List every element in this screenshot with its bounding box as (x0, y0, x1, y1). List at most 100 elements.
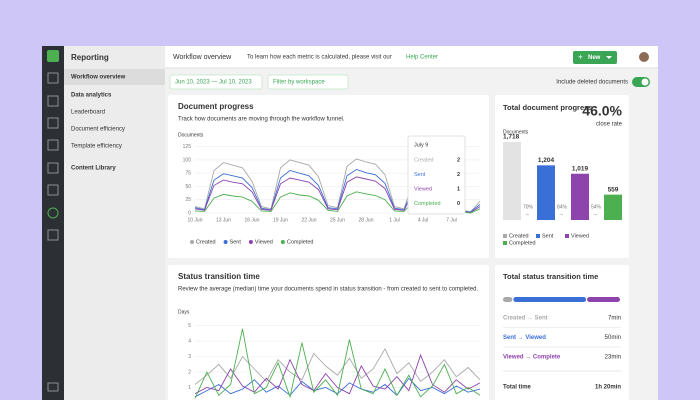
tooltip-value: 0 (457, 201, 460, 207)
date-range: Jun 10, 2023 — Jul 10, 2023 (175, 80, 252, 86)
card (168, 265, 489, 400)
x-tick-label: 10 Jun (187, 217, 202, 223)
legend-swatch (248, 240, 253, 244)
bar (503, 142, 521, 220)
x-tick-label: 7 Jul (446, 217, 457, 223)
logo (47, 50, 59, 62)
sidebar-item[interactable]: Leaderboard (71, 110, 105, 116)
progress-segment (503, 297, 513, 302)
legend-swatch (536, 234, 540, 238)
x-tick-label: 28 Jun (358, 217, 373, 223)
legend-swatch (190, 240, 194, 244)
axis-label: Documents (178, 132, 204, 138)
total-label: Total time (503, 385, 532, 391)
rail-icons (47, 72, 59, 392)
conversion-label: 54% (591, 204, 602, 210)
icon[interactable] (47, 72, 59, 84)
card-subtitle: Review the average (median) time your do… (178, 287, 478, 293)
workspace-chip[interactable] (267, 74, 349, 90)
card-title: Total document progress (503, 103, 592, 112)
tooltip-value: 2 (457, 157, 460, 163)
icon[interactable] (47, 382, 59, 392)
legend-label: Sent (542, 233, 554, 239)
icon[interactable] (47, 117, 59, 129)
sidebar-item[interactable]: Template efficiency (71, 144, 122, 150)
legend-label: Created (196, 239, 216, 245)
x-tick-label: 1 Jul (389, 217, 400, 223)
tooltip-label: Completed (414, 201, 441, 207)
transition-value: 23min (605, 355, 621, 361)
sidebar-selected (64, 69, 165, 85)
y-tick-label: 3 (188, 354, 191, 360)
y-tick-label: 50 (185, 184, 191, 190)
card-title: Document progress (178, 102, 254, 111)
new-button[interactable] (573, 51, 617, 64)
total-value: 1h 20min (595, 385, 621, 391)
y-tick-label: 0 (188, 210, 191, 216)
transition-label: Viewed → Complete (503, 355, 561, 361)
sidebar (64, 46, 165, 400)
toggle-knob (641, 78, 649, 86)
avatar[interactable] (639, 52, 649, 62)
legend-label: Sent (230, 239, 242, 245)
icon[interactable] (47, 229, 59, 241)
tooltip-value: 2 (457, 172, 460, 178)
x-tick-label: 22 Jun (301, 217, 316, 223)
card-title: Total status transition time (503, 272, 598, 281)
bar-value-label: 1,718 (503, 134, 520, 141)
card (495, 265, 629, 400)
y-tick-label: 5 (188, 323, 191, 329)
axis-label: Documents (503, 129, 529, 135)
tooltip-label: Viewed (414, 186, 432, 192)
sidebar-item[interactable]: Document efficiency (71, 127, 125, 133)
tooltip-value: 1 (457, 186, 460, 192)
card (495, 95, 629, 258)
transition-label: Created → Sent (503, 316, 548, 322)
toggle-label: Include deleted documents (556, 80, 628, 86)
workspace-filter: Filter by workspace (273, 80, 325, 86)
card-subtitle: Track how documents are moving through t… (178, 117, 345, 123)
y-tick-label: 25 (185, 197, 191, 203)
legend-swatch (565, 234, 569, 238)
x-tick-label: 13 Jun (216, 217, 231, 223)
legend-swatch (503, 241, 507, 245)
sidebar-item[interactable]: Data analytics (71, 93, 112, 99)
x-tick-label: 4 Jul (418, 217, 429, 223)
series-line (194, 347, 481, 385)
icon[interactable] (47, 95, 59, 107)
tooltip-label: Sent (414, 172, 426, 178)
icon[interactable] (47, 162, 59, 174)
legend-swatch (223, 240, 228, 244)
x-tick-label: 19 Jun (273, 217, 288, 223)
x-tick-label: 16 Jun (244, 217, 259, 223)
y-tick-label: 1 (188, 385, 191, 391)
y-tick-label: 2 (188, 369, 191, 375)
y-tick-label: 75 (185, 171, 191, 177)
help-link[interactable]: Help Center (406, 55, 438, 61)
tooltip-label: Created (414, 157, 434, 163)
y-tick-label: 125 (183, 144, 192, 150)
tooltip-date: July 9 (414, 142, 428, 148)
axis-label: Days (178, 309, 190, 315)
icon-rail (42, 46, 64, 400)
sidebar-item[interactable]: Content Library (71, 166, 116, 172)
legend-label: Viewed (255, 239, 273, 245)
transition-value: 7min (608, 316, 621, 322)
legend-label: Completed (287, 239, 314, 245)
x-tick-label: 25 Jun (330, 217, 345, 223)
y-tick-label: 100 (183, 157, 192, 163)
icon[interactable] (47, 207, 59, 219)
icon[interactable] (47, 139, 59, 151)
bar-value-label: 1,019 (572, 165, 589, 172)
icon[interactable] (47, 184, 59, 196)
conversion-arrow: → (558, 212, 564, 218)
topbar (165, 46, 658, 68)
legend-label: Created (509, 233, 529, 239)
conversion-arrow: → (524, 212, 530, 218)
close-rate: 46.0% (582, 103, 622, 119)
sidebar-item[interactable]: Workflow overview (71, 75, 126, 81)
conversion-arrow: → (592, 212, 598, 218)
date-chip[interactable] (169, 74, 263, 90)
bar-value-label: 1,204 (538, 157, 555, 164)
